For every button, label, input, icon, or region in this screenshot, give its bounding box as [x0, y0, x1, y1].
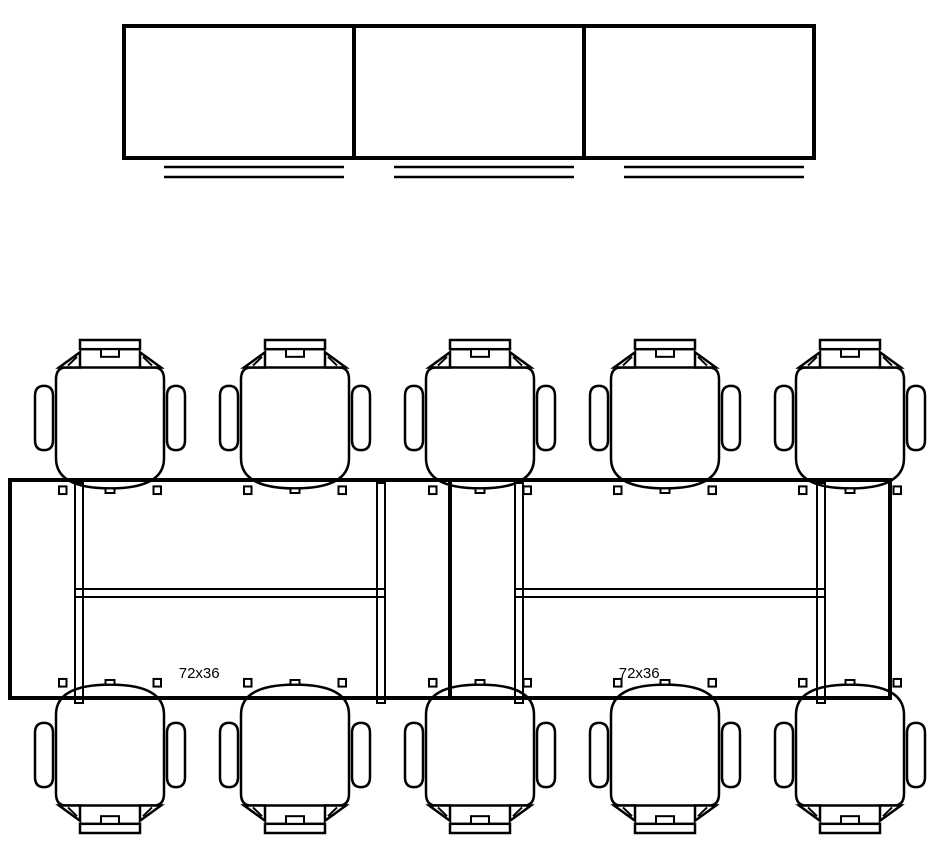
cabinet-panel: [124, 26, 354, 158]
cabinet-panel: [584, 26, 814, 158]
chair: [775, 340, 925, 494]
chair: [405, 679, 555, 833]
table-leg-post: [515, 483, 523, 703]
chair: [590, 679, 740, 833]
chair: [775, 679, 925, 833]
table-leg-post: [75, 483, 83, 703]
chair: [35, 340, 185, 494]
chair: [590, 340, 740, 494]
chair: [405, 340, 555, 494]
chair: [220, 679, 370, 833]
spacer: [666, 529, 674, 657]
chair: [220, 340, 370, 494]
table-leg-beam: [515, 589, 825, 597]
chair: [35, 679, 185, 833]
table-dimension-label: 72x36: [179, 665, 220, 682]
table-dimension-label: 72x36: [619, 665, 660, 682]
table-leg-post: [817, 483, 825, 703]
spacer: [226, 529, 234, 657]
cabinet-panel: [354, 26, 584, 158]
table-leg-beam: [75, 589, 385, 597]
floor-plan: 72x36 72x36: [0, 0, 950, 859]
table-leg-post: [377, 483, 385, 703]
